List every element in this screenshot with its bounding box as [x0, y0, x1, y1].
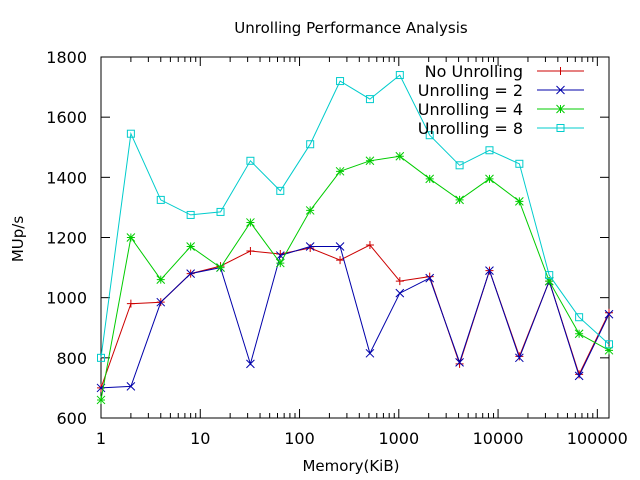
x-tick-label: 100	[284, 429, 315, 448]
data-point-s2-p3	[156, 297, 166, 307]
data-point-s1-p6	[246, 247, 255, 256]
data-point-s1-p9	[336, 256, 345, 265]
data-point-s4-p18	[605, 340, 613, 349]
data-point-s3-p9	[335, 166, 345, 176]
data-point-s3-p5	[216, 263, 225, 272]
data-point-s2-p17	[574, 371, 584, 381]
data-point-s4-p14	[485, 146, 494, 155]
data-point-s3-p3	[156, 275, 166, 284]
data-point-s4-p3	[156, 195, 165, 204]
data-point-s4-p16	[545, 271, 554, 280]
data-point-s2-p2	[126, 382, 136, 391]
data-point-s3-p6	[246, 218, 255, 227]
data-point-s2-p6	[246, 359, 255, 369]
series-line-2	[100, 246, 610, 389]
data-point-s4-p17	[575, 313, 584, 322]
x-tick-label: 1	[96, 429, 106, 448]
data-point-s2-p14	[485, 266, 494, 275]
legend-marker-4	[556, 124, 565, 132]
data-point-s3-p11	[395, 151, 405, 161]
y-axis-title: MUp/s	[9, 216, 27, 262]
y-tick-label: 800	[56, 349, 87, 368]
data-point-s4-p7	[276, 186, 285, 195]
y-tick-label: 1600	[46, 108, 87, 127]
data-point-s1-p18	[605, 308, 613, 317]
y-tick-label: 1200	[46, 229, 87, 248]
x-tick-label: 1000	[378, 429, 419, 448]
data-point-s3-p8	[305, 206, 315, 215]
chart-title: Unrolling Performance Analysis	[234, 19, 468, 37]
data-point-s3-p14	[485, 174, 494, 184]
data-point-s4-p2	[126, 129, 135, 138]
data-point-s4-p1	[97, 353, 105, 362]
data-point-s3-p17	[574, 329, 584, 339]
x-tick-label: 10	[190, 429, 210, 448]
legend-marker-1	[556, 67, 565, 75]
data-point-s3-p16	[544, 276, 554, 286]
data-point-s3-p1	[96, 395, 106, 405]
data-point-s2-p4	[186, 269, 196, 278]
data-point-s4-p11	[395, 71, 404, 80]
data-point-s3-p7	[275, 258, 285, 268]
data-point-s2-p11	[395, 288, 405, 298]
y-tick-label: 1400	[46, 168, 87, 187]
series-line-3	[100, 155, 610, 400]
data-point-s2-p9	[335, 242, 345, 251]
data-point-s2-p12	[425, 273, 435, 283]
data-point-s3-p18	[604, 345, 614, 355]
legend-marker-2	[556, 85, 565, 95]
data-point-s1-p11	[395, 277, 404, 286]
legend-label-1: No Unrolling	[425, 62, 523, 81]
data-point-s4-p10	[365, 95, 374, 104]
data-point-s4-p4	[186, 210, 195, 219]
data-point-s1-p8	[306, 244, 315, 253]
data-point-s3-p15	[514, 197, 524, 206]
data-point-s4-p6	[246, 156, 255, 165]
series-line-4	[100, 74, 610, 358]
data-point-s3-p12	[425, 174, 435, 184]
data-point-s2-p15	[514, 353, 524, 363]
legend-marker-3	[556, 104, 565, 114]
data-point-s3-p10	[365, 156, 375, 166]
data-point-s2-p13	[455, 357, 464, 367]
x-axis-title: Memory(KiB)	[302, 457, 399, 475]
data-point-s4-p13	[455, 161, 464, 170]
x-tick-label: 100000	[567, 429, 628, 448]
data-point-s2-p8	[305, 242, 315, 251]
y-tick-label: 600	[56, 409, 87, 428]
series-line-1	[100, 244, 610, 389]
data-point-s2-p10	[365, 348, 375, 358]
data-point-s1-p2	[126, 299, 135, 308]
data-point-s3-p4	[186, 242, 196, 251]
data-point-s1-p10	[365, 241, 374, 250]
data-point-s4-p15	[515, 159, 524, 168]
data-point-s2-p18	[604, 309, 614, 319]
y-tick-label: 1800	[46, 48, 87, 67]
legend-label-3: Unrolling = 4	[418, 100, 523, 119]
x-tick-label: 10000	[473, 429, 524, 448]
data-point-s3-p2	[126, 233, 136, 242]
data-point-s3-p13	[455, 195, 464, 205]
data-point-s4-p12	[425, 131, 434, 140]
data-point-s4-p8	[306, 140, 315, 149]
y-tick-label: 1000	[46, 289, 87, 308]
data-point-s4-p5	[216, 207, 225, 216]
legend-label-2: Unrolling = 2	[418, 81, 523, 100]
data-point-s4-p9	[336, 77, 345, 86]
legend-label-4: Unrolling = 8	[418, 119, 523, 138]
